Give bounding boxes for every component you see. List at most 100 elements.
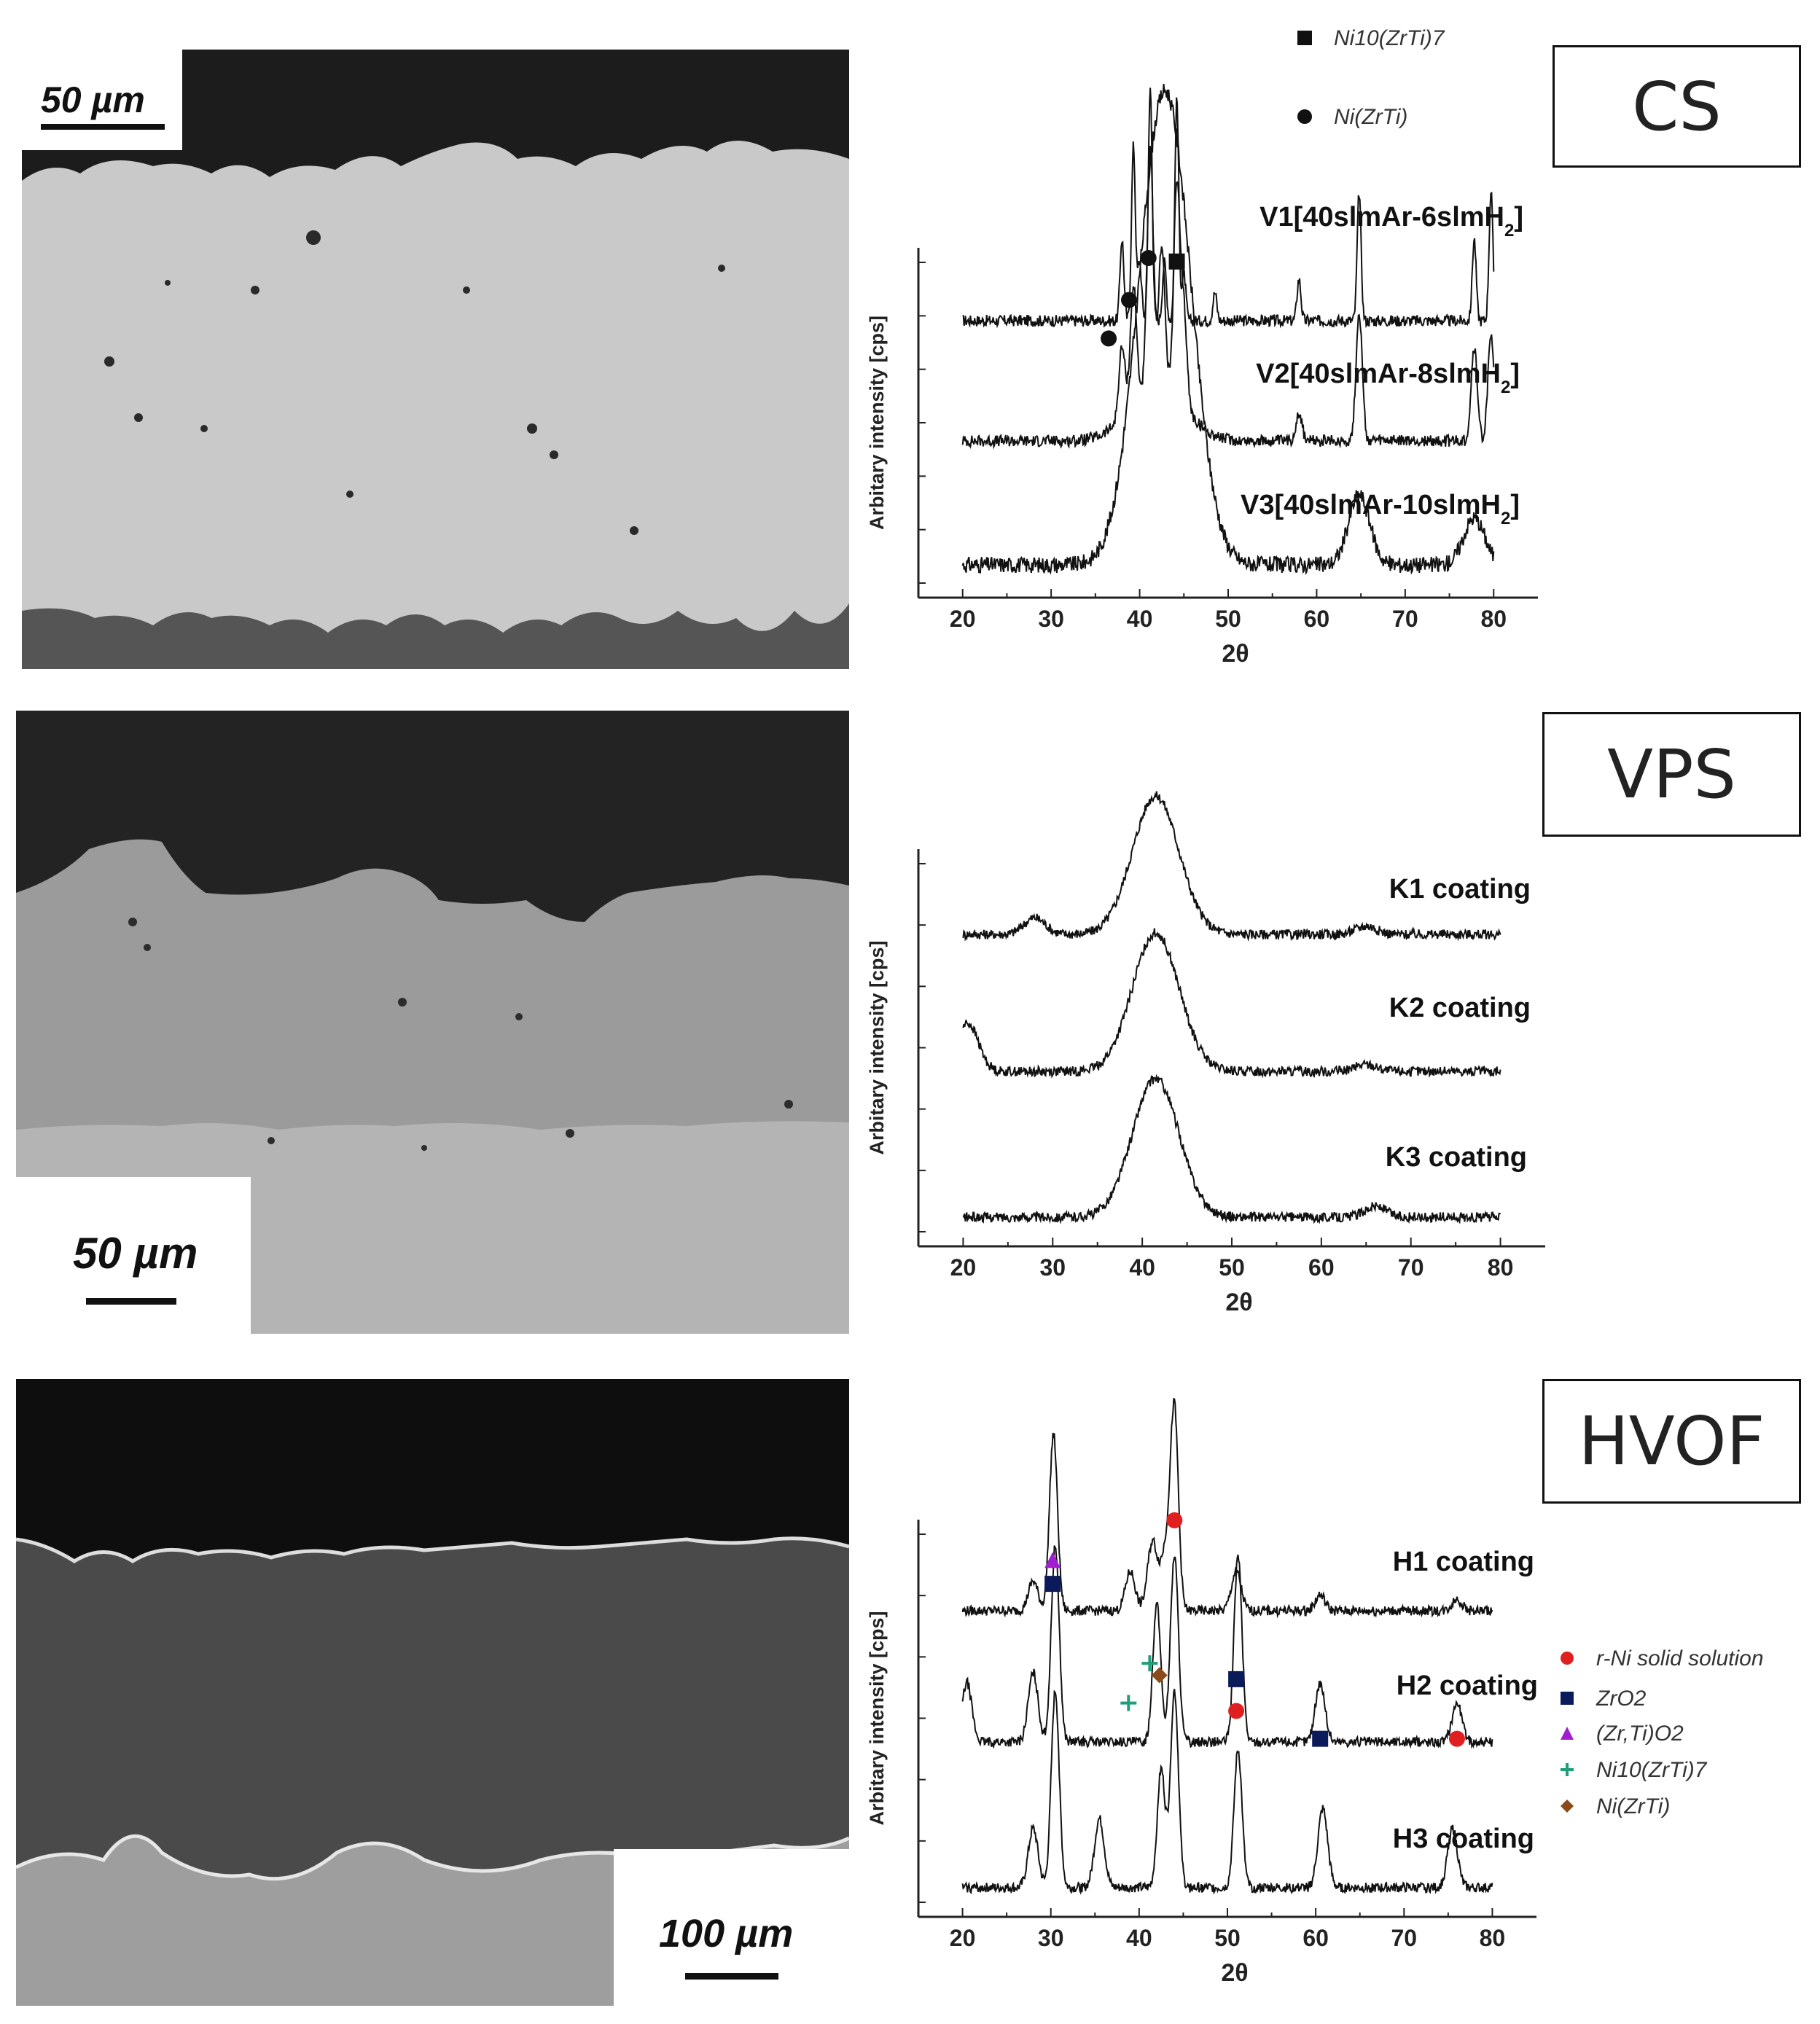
cs-sem-micrograph: 50 µm (22, 50, 849, 669)
series-line (961, 84, 1495, 576)
hvof-scale-box (614, 1849, 849, 2006)
peak-marker-circle (1448, 1730, 1465, 1747)
series-label: K2 coating (1389, 993, 1531, 1023)
legend-label: (Zr,Ti)O2 (1596, 1722, 1684, 1746)
x-tick-label: 40 (1126, 1925, 1152, 1951)
vps-method-tag-label: VPS (1607, 735, 1736, 813)
peak-marker-square (1168, 253, 1185, 270)
series-line (962, 928, 1501, 1079)
legend-label: Ni(ZrTi) (1596, 1794, 1670, 1818)
peak-marker-circle (1140, 250, 1157, 266)
peak-marker-circle (1228, 1703, 1245, 1719)
series-label-subscript: 2 (1504, 221, 1514, 241)
series-line (962, 791, 1501, 942)
x-tick-label: 50 (1214, 1925, 1241, 1951)
peak-marker-square (1312, 1730, 1329, 1747)
x-tick-label: 40 (1129, 1254, 1155, 1281)
y-axis-label: Arbitary intensity [cps] (866, 316, 888, 530)
legend-label: Ni10(ZrTi)7 (1334, 26, 1445, 50)
x-tick-label: 70 (1392, 606, 1418, 632)
series-label-subscript: 2 (1501, 378, 1510, 397)
series-label-close: ] (1510, 490, 1520, 520)
vps-method-tag: VPS (1542, 712, 1801, 837)
series-label: V1[40slmAr-6slmH2] (1259, 202, 1523, 241)
legend-marker-diamond (1561, 1800, 1574, 1813)
peak-marker-plus (1141, 1655, 1158, 1672)
vps-sem-micrograph: 50 µm (16, 711, 849, 1334)
x-tick-label: 70 (1391, 1925, 1417, 1951)
legend-marker-circle (1297, 109, 1312, 124)
x-tick-label: 70 (1398, 1254, 1424, 1281)
vps-scale-label: 50 µm (73, 1229, 198, 1278)
x-tick-label: 60 (1308, 1254, 1335, 1281)
series-line (961, 1689, 1493, 1896)
hvof-xrd-svg: 20 30 40 50 60 70 80 2θ Arbitary intensity [cps]… (866, 1398, 1764, 1987)
x-axis-label: 2θ (1221, 1959, 1248, 1987)
legend-label: r-Ni solid solution (1596, 1646, 1764, 1671)
cs-scale-label: 50 µm (41, 79, 145, 120)
series-line (961, 1545, 1493, 1749)
x-tick-label: 80 (1488, 1254, 1514, 1281)
vps-xrd-svg: 20 30 40 50 60 70 80 2θ Arbitary intensity [cps]… (866, 791, 1545, 1316)
x-tick-label: 20 (950, 1925, 976, 1951)
series-label-subscript: 2 (1501, 509, 1510, 528)
peak-marker-square (1228, 1671, 1245, 1687)
peak-marker-square (1044, 1576, 1061, 1593)
hvof-xrd-chart: 20 30 40 50 60 70 80 2θ Arbitary intensity [cps]… (838, 1392, 1820, 2024)
cs-xrd-svg: 20 30 40 50 60 70 80 2θ Arbitary intensity [cps]… (866, 26, 1538, 668)
x-tick-label: 30 (1038, 606, 1064, 632)
x-tick-label: 20 (950, 1254, 977, 1281)
series-label-close: ] (1514, 202, 1523, 233)
hvof-method-tag-label: HVOF (1578, 1402, 1765, 1480)
series-line (961, 1398, 1493, 1619)
series-line (962, 87, 1495, 329)
legend-label: ZrO2 (1596, 1687, 1647, 1711)
x-tick-label: 30 (1038, 1925, 1064, 1951)
y-axis-label: Arbitary intensity [cps] (866, 1611, 888, 1825)
cs-method-tag: CS (1553, 45, 1801, 168)
vps-scale-box (16, 1177, 251, 1334)
legend-label: Ni(ZrTi) (1334, 105, 1407, 129)
series-label-close: ] (1510, 359, 1520, 389)
series-label: H3 coating (1393, 1824, 1534, 1854)
series-label: H1 coating (1393, 1547, 1534, 1577)
series-line (961, 146, 1495, 450)
vps-scale-bar (86, 1298, 176, 1305)
x-tick-label: 40 (1127, 606, 1153, 632)
series-label: H2 coating (1397, 1671, 1538, 1701)
cs-xrd-chart: 20 30 40 50 60 70 80 2θ Arbitary intensity [cps]… (838, 15, 1582, 692)
legend-marker-square (1297, 31, 1312, 45)
series-line (962, 1074, 1501, 1224)
peak-marker-plus (1120, 1695, 1137, 1711)
legend-marker-square (1561, 1692, 1574, 1705)
peak-marker-circle (1101, 330, 1117, 347)
hvof-method-tag: HVOF (1542, 1379, 1801, 1504)
cs-scale-bar (41, 124, 165, 130)
vps-xrd-chart: 20 30 40 50 60 70 80 2θ Arbitary intensity [cps]… (838, 751, 1582, 1363)
legend-label: Ni10(ZrTi)7 (1596, 1758, 1708, 1782)
peak-marker-circle (1121, 292, 1137, 308)
cs-sem-image (22, 50, 849, 669)
x-tick-label: 50 (1219, 1254, 1245, 1281)
peak-marker-triangle (1044, 1552, 1061, 1568)
hvof-scale-label: 100 µm (659, 1912, 794, 1955)
cs-method-tag-label: CS (1632, 67, 1722, 146)
x-tick-label: 30 (1039, 1254, 1066, 1281)
series-label: K1 coating (1389, 874, 1531, 904)
hvof-sem-micrograph: 100 µm (16, 1379, 849, 2006)
legend-marker-plus (1561, 1763, 1574, 1776)
legend-marker-circle (1561, 1652, 1574, 1665)
series-label: K3 coating (1386, 1142, 1527, 1173)
x-tick-label: 60 (1302, 1925, 1329, 1951)
x-tick-label: 50 (1215, 606, 1241, 632)
x-tick-label: 20 (950, 606, 976, 632)
peak-marker-circle (1166, 1512, 1183, 1528)
series-label: V2[40slmAr-8slmH2] (1256, 359, 1520, 397)
x-tick-label: 60 (1304, 606, 1330, 632)
x-tick-label: 80 (1480, 1925, 1506, 1951)
x-tick-label: 80 (1480, 606, 1507, 632)
y-axis-label: Arbitary intensity [cps] (866, 940, 888, 1154)
x-axis-label: 2θ (1225, 1289, 1252, 1316)
peak-marker-diamond (1151, 1667, 1168, 1684)
x-axis-label: 2θ (1222, 640, 1249, 668)
